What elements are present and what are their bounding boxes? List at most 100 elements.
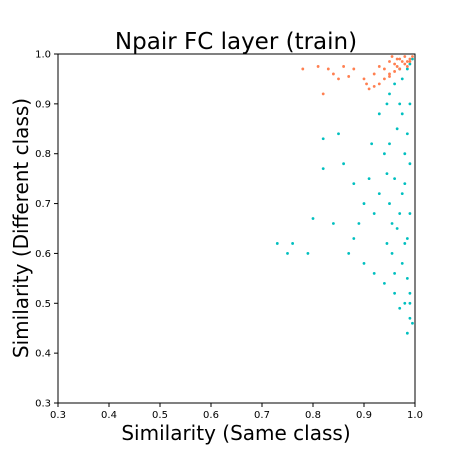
data-point <box>408 291 412 295</box>
data-point <box>405 132 409 136</box>
data-point <box>408 212 412 215</box>
data-point <box>367 177 371 181</box>
data-point <box>385 172 389 176</box>
plot-frame <box>57 53 416 404</box>
data-point <box>403 182 407 186</box>
data-point <box>347 75 351 78</box>
plot-points <box>275 55 414 335</box>
data-point <box>408 62 412 66</box>
data-point <box>388 75 391 78</box>
data-point <box>342 162 345 166</box>
data-point <box>393 271 396 275</box>
data-point <box>337 132 340 136</box>
data-point <box>372 271 376 275</box>
x-tick-label: 0.7 <box>254 410 270 421</box>
data-point <box>405 67 409 71</box>
data-point <box>352 67 356 71</box>
data-point <box>403 152 407 156</box>
x-tick-label: 0.4 <box>101 410 117 421</box>
y-tick-label: 0.9 <box>35 99 51 110</box>
data-point <box>352 237 356 240</box>
data-point <box>367 87 371 91</box>
data-point <box>372 72 376 76</box>
data-point <box>400 112 404 116</box>
data-point <box>395 127 399 131</box>
data-point <box>398 57 402 61</box>
y-tick-label: 0.8 <box>35 149 51 160</box>
data-point <box>275 242 279 245</box>
data-point <box>395 57 399 61</box>
x-tick-label: 0.3 <box>50 410 66 421</box>
y-tick-label: 0.5 <box>35 299 51 310</box>
data-point <box>408 57 412 61</box>
data-point <box>403 62 407 66</box>
data-point <box>403 301 407 305</box>
data-point <box>372 212 376 215</box>
data-point <box>332 222 335 225</box>
data-point <box>306 252 310 255</box>
data-point <box>398 102 402 106</box>
y-tick-label: 0.3 <box>35 399 51 410</box>
data-point <box>408 102 412 106</box>
y-tick-label: 1.0 <box>35 50 51 61</box>
data-point <box>377 65 381 68</box>
data-point <box>388 142 391 146</box>
data-point <box>301 67 305 71</box>
x-tick-label: 1.0 <box>407 410 423 421</box>
x-axis-ticks: 0.3 0.4 0.5 0.6 0.7 0.8 0.9 1.0 <box>50 403 423 421</box>
data-point <box>408 60 412 63</box>
data-point <box>370 142 374 146</box>
x-tick-label: 0.8 <box>305 410 321 421</box>
data-point <box>388 60 391 63</box>
y-tick-label: 0.7 <box>35 199 51 210</box>
data-point <box>383 67 386 71</box>
data-point <box>321 92 325 96</box>
data-point <box>408 301 412 305</box>
data-point <box>383 152 386 156</box>
data-point <box>390 55 394 58</box>
y-tick-label: 0.4 <box>35 349 51 360</box>
data-point <box>390 252 394 255</box>
chart-title: Npair FC layer (train) <box>115 29 357 55</box>
data-point <box>408 316 412 320</box>
data-point <box>403 55 407 58</box>
data-point <box>383 77 386 81</box>
x-axis-label: Similarity (Same class) <box>121 421 350 445</box>
data-point <box>385 102 389 106</box>
data-point <box>395 65 399 68</box>
data-point <box>362 262 366 265</box>
data-point <box>405 65 409 68</box>
data-point <box>393 177 396 181</box>
data-point <box>362 202 366 205</box>
data-point <box>393 291 396 295</box>
data-point <box>388 202 391 205</box>
data-point <box>377 192 381 196</box>
data-point <box>411 321 414 325</box>
y-tick-label: 0.6 <box>35 249 51 260</box>
data-point <box>395 227 399 230</box>
data-point <box>393 70 396 73</box>
data-point <box>388 72 391 76</box>
data-point <box>286 252 289 255</box>
data-point <box>408 162 412 166</box>
x-tick-label: 0.9 <box>356 410 372 421</box>
data-point <box>405 237 409 240</box>
data-point <box>326 67 330 71</box>
data-point <box>400 192 404 196</box>
data-point <box>393 82 396 86</box>
data-point <box>362 77 366 81</box>
data-point <box>372 85 376 88</box>
data-point <box>337 77 340 81</box>
data-point <box>321 167 325 171</box>
data-point <box>411 55 414 58</box>
data-point <box>316 65 320 68</box>
data-point <box>400 262 404 265</box>
data-point <box>411 57 414 61</box>
y-axis-ticks: 0.3 0.4 0.5 0.6 0.7 0.8 0.9 1.0 <box>35 50 58 410</box>
x-tick-label: 0.5 <box>152 410 168 421</box>
data-point <box>347 252 351 255</box>
data-point <box>400 77 404 81</box>
data-point <box>405 331 409 335</box>
data-point <box>398 306 402 310</box>
